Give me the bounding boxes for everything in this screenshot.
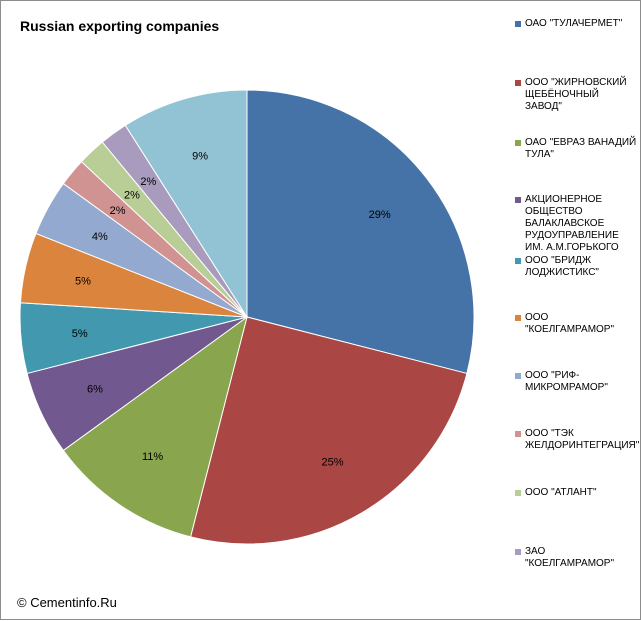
pie-slice-0: [246, 89, 475, 375]
slice-data-label-6: 4%: [92, 231, 108, 243]
legend-swatch: [515, 197, 521, 203]
legend-label: ООО "ЖИРНОВСКИЙ ЩЕБЁНОЧНЫЙ ЗАВОД": [525, 77, 627, 112]
slice-data-label-0: 29%: [369, 209, 391, 221]
legend-swatch: [515, 549, 521, 555]
legend-label: АКЦИОНЕРНОЕ ОБЩЕСТВО БАЛАКЛАВСКОЕ РУДОУП…: [525, 194, 619, 253]
legend-label: ООО "РИФ-МИКРОМРАМОР": [525, 370, 608, 393]
slice-data-label-7: 2%: [110, 205, 126, 217]
legend-label: ОАО "ЕВРАЗ ВАНАДИЙ ТУЛА": [525, 137, 637, 160]
legend-swatch: [515, 431, 521, 437]
pie-slice-10: [124, 89, 248, 319]
legend-swatch: [515, 373, 521, 379]
legend-label: ООО "АТЛАНТ": [525, 487, 597, 498]
legend-swatch: [515, 315, 521, 321]
slice-data-label-3: 6%: [87, 384, 103, 396]
copyright-text: © Cementinfo.Ru: [17, 595, 117, 610]
legend-label: ООО "ТЭК ЖЕЛДОРИНТЕГРАЦИЯ": [525, 428, 640, 451]
legend-label: ЗАО "КОЕЛГАМРАМОР": [525, 546, 615, 569]
slice-data-label-2: 11%: [142, 451, 163, 463]
slice-data-label-1: 25%: [321, 457, 343, 469]
slice-data-label-5: 5%: [75, 275, 91, 287]
slice-data-label-10: 9%: [192, 151, 208, 163]
chart-title: Russian exporting companies: [20, 18, 220, 34]
legend-label: ООО "КОЕЛГАМРАМОР": [525, 312, 615, 335]
slice-data-label-9: 2%: [140, 176, 156, 188]
legend-label: ОАО "ТУЛАЧЕРМЕТ": [525, 18, 623, 29]
pie-slice-2: [62, 315, 248, 538]
legend-swatch: [515, 140, 521, 146]
legend-label: ООО "БРИДЖ ЛОДЖИСТИКС": [525, 255, 599, 278]
legend-swatch: [515, 21, 521, 27]
legend-swatch: [515, 258, 521, 264]
legend-swatch: [515, 490, 521, 496]
slice-data-label-4: 5%: [72, 328, 88, 340]
pie-slice-1: [189, 316, 468, 545]
slice-data-label-8: 2%: [124, 190, 140, 202]
legend-swatch: [515, 80, 521, 86]
